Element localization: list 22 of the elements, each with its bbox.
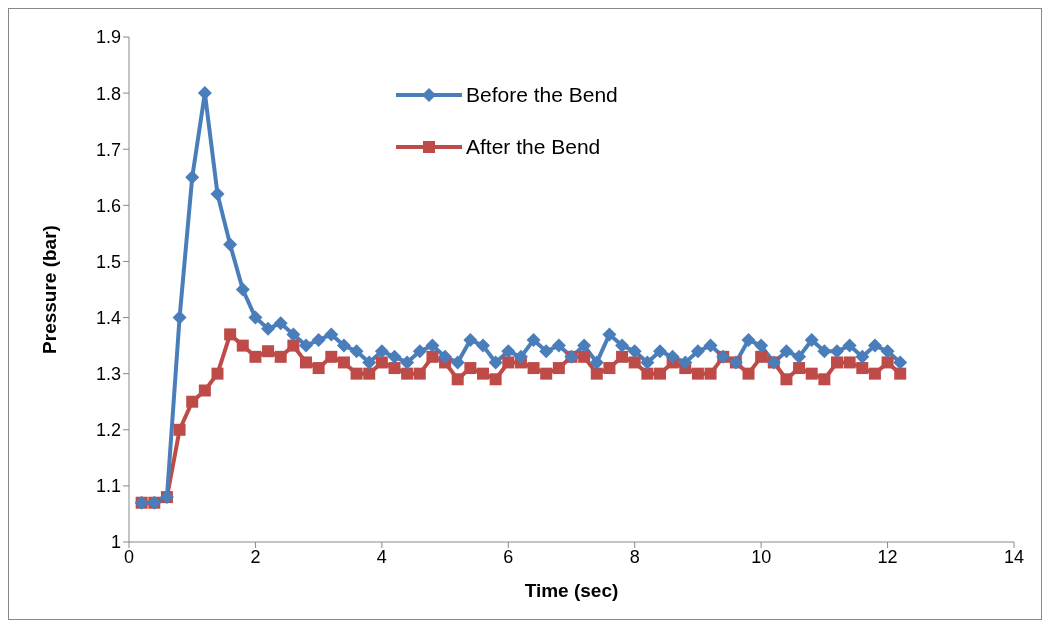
y-tick-label: 1.8 [95,83,121,104]
y-tick-label: 1 [110,532,121,553]
x-tick-label: 0 [123,546,135,567]
y-tick-label: 1.1 [95,476,121,497]
y-tick-label: 1.7 [95,139,121,160]
y-tick-label: 1.4 [95,307,121,328]
y-tick-label: 1.5 [95,251,121,272]
y-tick-label: 1.2 [95,420,121,441]
x-tick-label: 6 [503,546,514,567]
x-tick-label: 10 [751,546,772,567]
x-tick-label: 2 [250,546,261,567]
y-tick-label: 1.3 [95,364,121,385]
x-tick-label: 4 [376,546,387,567]
y-axis-title: Pressure (bar) [38,225,60,354]
x-tick-label: 14 [1003,546,1025,567]
y-tick-label: 1.6 [95,195,121,216]
x-tick-label: 12 [877,546,898,567]
legend-label: After the Bend [466,135,601,159]
y-tick-label: 1.9 [95,27,121,48]
legend-label: Before the Bend [466,83,618,107]
x-axis-title: Time (sec) [524,580,619,601]
x-tick-label: 8 [629,546,640,567]
